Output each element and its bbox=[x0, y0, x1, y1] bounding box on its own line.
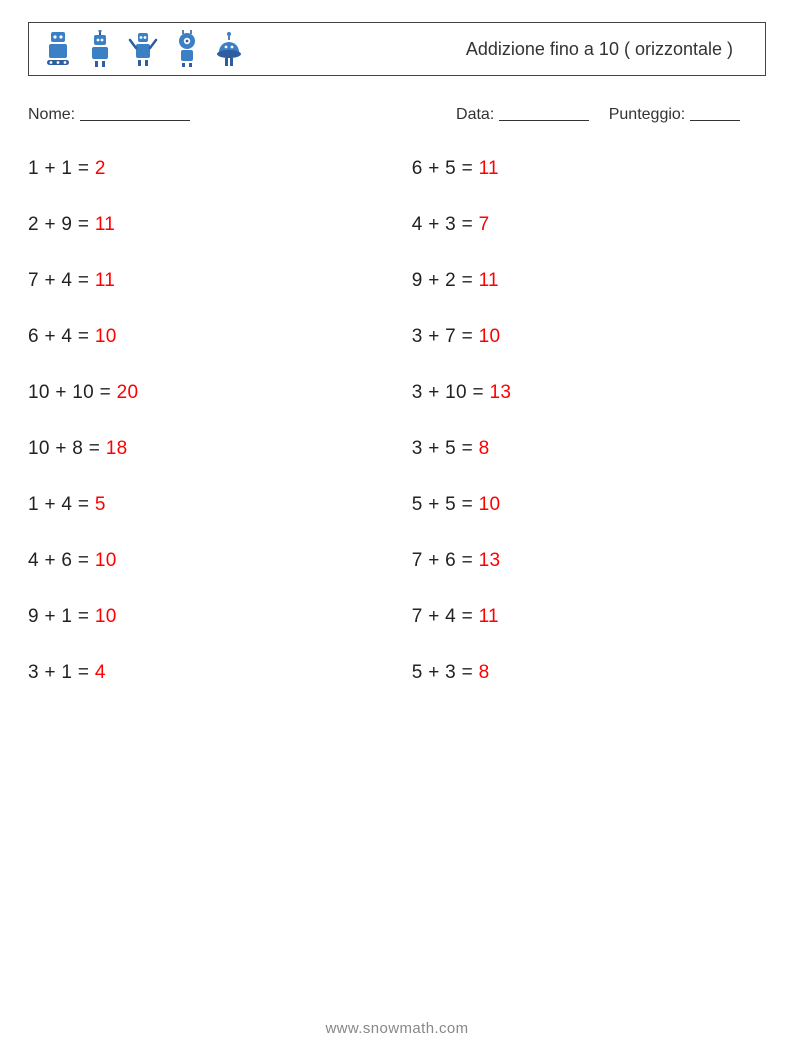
problem-row: 1 + 4 = 5 bbox=[28, 494, 382, 516]
problem-expression: 6 + 5 = bbox=[412, 158, 479, 179]
problem-row: 9 + 2 = 11 bbox=[412, 270, 766, 292]
problem-expression: 7 + 4 = bbox=[412, 606, 479, 627]
name-label: Nome: bbox=[28, 106, 75, 123]
problem-row: 3 + 10 = 13 bbox=[412, 382, 766, 404]
problem-row: 10 + 10 = 20 bbox=[28, 382, 382, 404]
robot-icon bbox=[87, 30, 113, 68]
problem-row: 2 + 9 = 11 bbox=[28, 214, 382, 236]
problem-expression: 2 + 9 = bbox=[28, 214, 95, 235]
problem-answer: 8 bbox=[479, 438, 490, 459]
problem-answer: 13 bbox=[479, 550, 501, 571]
problem-answer: 10 bbox=[479, 326, 501, 347]
robot-icon bbox=[173, 30, 201, 68]
problem-row: 6 + 5 = 11 bbox=[412, 158, 766, 180]
problem-expression: 1 + 4 = bbox=[28, 494, 95, 515]
problem-answer: 11 bbox=[479, 270, 499, 291]
problem-expression: 1 + 1 = bbox=[28, 158, 95, 179]
problem-expression: 9 + 1 = bbox=[28, 606, 95, 627]
footer-text: www.snowmath.com bbox=[0, 1020, 794, 1037]
meta-row: Nome: Data: Punteggio: bbox=[28, 102, 766, 124]
problem-expression: 10 + 8 = bbox=[28, 438, 106, 459]
problem-answer: 5 bbox=[95, 494, 106, 515]
problem-answer: 11 bbox=[95, 270, 115, 291]
problem-row: 9 + 1 = 10 bbox=[28, 606, 382, 628]
problem-expression: 5 + 3 = bbox=[412, 662, 479, 683]
problem-expression: 9 + 2 = bbox=[412, 270, 479, 291]
date-label: Data: bbox=[456, 106, 494, 123]
header-box: Addizione fino a 10 ( orizzontale ) bbox=[28, 22, 766, 76]
problem-row: 3 + 5 = 8 bbox=[412, 438, 766, 460]
problem-expression: 4 + 3 = bbox=[412, 214, 479, 235]
problem-answer: 13 bbox=[489, 382, 511, 403]
problem-answer: 10 bbox=[479, 494, 501, 515]
date-blank bbox=[499, 104, 589, 121]
problem-expression: 3 + 10 = bbox=[412, 382, 490, 403]
problem-row: 3 + 7 = 10 bbox=[412, 326, 766, 348]
problem-expression: 5 + 5 = bbox=[412, 494, 479, 515]
problem-answer: 10 bbox=[95, 550, 117, 571]
problem-row: 3 + 1 = 4 bbox=[28, 662, 382, 684]
problem-expression: 7 + 4 = bbox=[28, 270, 95, 291]
problem-row: 4 + 3 = 7 bbox=[412, 214, 766, 236]
problem-answer: 18 bbox=[106, 438, 128, 459]
problem-answer: 11 bbox=[479, 606, 499, 627]
problems-col-right: 6 + 5 = 114 + 3 = 79 + 2 = 113 + 7 = 103… bbox=[412, 158, 766, 718]
problem-answer: 10 bbox=[95, 326, 117, 347]
problem-expression: 6 + 4 = bbox=[28, 326, 95, 347]
problem-row: 7 + 4 = 11 bbox=[412, 606, 766, 628]
problem-answer: 11 bbox=[95, 214, 115, 235]
robot-icon bbox=[127, 30, 159, 68]
problem-expression: 3 + 1 = bbox=[28, 662, 95, 683]
problem-row: 7 + 6 = 13 bbox=[412, 550, 766, 572]
score-label: Punteggio: bbox=[609, 106, 686, 123]
problem-answer: 10 bbox=[95, 606, 117, 627]
problem-row: 7 + 4 = 11 bbox=[28, 270, 382, 292]
problem-expression: 4 + 6 = bbox=[28, 550, 95, 571]
problem-expression: 7 + 6 = bbox=[412, 550, 479, 571]
problem-row: 10 + 8 = 18 bbox=[28, 438, 382, 460]
problem-expression: 10 + 10 = bbox=[28, 382, 117, 403]
problem-row: 5 + 5 = 10 bbox=[412, 494, 766, 516]
problem-answer: 11 bbox=[479, 158, 499, 179]
worksheet-title: Addizione fino a 10 ( orizzontale ) bbox=[466, 39, 751, 60]
problem-row: 4 + 6 = 10 bbox=[28, 550, 382, 572]
problems-grid: 1 + 1 = 22 + 9 = 117 + 4 = 116 + 4 = 101… bbox=[28, 158, 766, 718]
name-blank bbox=[80, 104, 190, 121]
problem-answer: 4 bbox=[95, 662, 106, 683]
problems-col-left: 1 + 1 = 22 + 9 = 117 + 4 = 116 + 4 = 101… bbox=[28, 158, 382, 718]
problem-expression: 3 + 7 = bbox=[412, 326, 479, 347]
problem-answer: 2 bbox=[95, 158, 106, 179]
problem-answer: 8 bbox=[479, 662, 490, 683]
problem-expression: 3 + 5 = bbox=[412, 438, 479, 459]
problem-answer: 7 bbox=[479, 214, 490, 235]
robot-icon bbox=[215, 30, 243, 68]
problem-row: 1 + 1 = 2 bbox=[28, 158, 382, 180]
robot-icon-row bbox=[43, 30, 243, 68]
robot-icon bbox=[43, 30, 73, 68]
problem-row: 6 + 4 = 10 bbox=[28, 326, 382, 348]
problem-row: 5 + 3 = 8 bbox=[412, 662, 766, 684]
score-blank bbox=[690, 104, 740, 121]
problem-answer: 20 bbox=[117, 382, 139, 403]
